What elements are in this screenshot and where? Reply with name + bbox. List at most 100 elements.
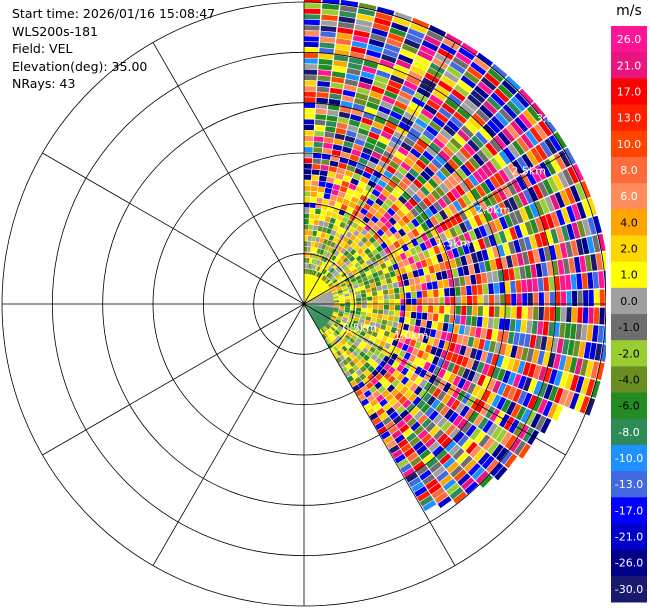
velocity-gate [345, 363, 352, 371]
velocity-gate [401, 343, 409, 352]
velocity-gate [442, 370, 452, 382]
velocity-gate [351, 323, 358, 329]
velocity-gate [502, 330, 509, 344]
velocity-gate [400, 443, 412, 453]
velocity-gate [469, 348, 478, 359]
velocity-gate [560, 307, 567, 322]
velocity-gate [374, 211, 383, 220]
velocity-gate [410, 421, 421, 432]
velocity-gate [320, 164, 329, 171]
velocity-gate [513, 194, 524, 209]
velocity-gate [402, 224, 411, 234]
velocity-gate [432, 413, 444, 425]
velocity-gate [428, 363, 437, 374]
velocity-gate [403, 38, 421, 50]
colorbar-cells: 26.021.017.013.010.08.06.04.02.01.00.0-1… [611, 26, 647, 603]
velocity-gate [445, 33, 463, 46]
velocity-gate [345, 231, 353, 239]
velocity-gate [330, 82, 344, 89]
velocity-gate [510, 120, 524, 136]
velocity-gate [535, 144, 548, 161]
velocity-gate [359, 76, 374, 85]
colorbar-cell [611, 261, 647, 289]
velocity-gate [394, 151, 406, 161]
velocity-gate [395, 405, 406, 415]
velocity-gate [506, 357, 515, 371]
velocity-gate [429, 62, 446, 75]
velocity-gate [436, 133, 449, 145]
velocity-gate [557, 259, 565, 275]
velocity-gate [323, 325, 329, 331]
velocity-gate [457, 197, 468, 209]
velocity-gate [443, 124, 456, 137]
velocity-gate [304, 304, 335, 309]
velocity-gate [354, 290, 361, 295]
velocity-gate [304, 108, 315, 114]
velocity-gate [553, 153, 567, 170]
velocity-gate [470, 397, 481, 411]
velocity-gate [407, 256, 415, 265]
velocity-gate [543, 277, 550, 292]
velocity-gate [440, 349, 448, 360]
velocity-gate [341, 263, 347, 270]
velocity-gate [349, 379, 358, 387]
velocity-gate [425, 274, 432, 283]
velocity-gate [379, 215, 388, 225]
velocity-gate [399, 266, 407, 275]
velocity-gate [382, 95, 396, 105]
velocity-gate [525, 410, 537, 426]
velocity-gate [499, 413, 510, 428]
velocity-gate [319, 273, 324, 280]
velocity-gate [574, 394, 585, 412]
velocity-gate [440, 436, 453, 449]
velocity-gate [367, 179, 377, 189]
velocity-gate [326, 336, 332, 343]
velocity-gate [304, 235, 308, 241]
velocity-gate [437, 47, 454, 61]
velocity-gate [507, 331, 515, 345]
velocity-gate [365, 259, 373, 266]
velocity-gate [475, 349, 483, 361]
velocity-gate [428, 305, 434, 313]
velocity-gate [460, 102, 475, 116]
velocity-gate [480, 327, 488, 339]
velocity-gate [505, 306, 511, 319]
velocity-gate [473, 227, 483, 240]
velocity-gate [357, 127, 370, 136]
velocity-gate [391, 155, 403, 166]
velocity-gate [433, 297, 439, 305]
velocity-gate [450, 353, 459, 364]
velocity-gate [399, 423, 410, 434]
velocity-gate [365, 381, 374, 390]
colorbar-cell [611, 235, 647, 263]
velocity-gate [401, 43, 419, 55]
velocity-gate [472, 372, 481, 384]
velocity-gate [518, 88, 534, 105]
velocity-gate [566, 223, 576, 240]
velocity-gate [328, 259, 334, 266]
velocity-gate [403, 352, 412, 361]
velocity-gate [317, 242, 323, 249]
velocity-gate [451, 333, 459, 343]
velocity-gate [572, 163, 584, 182]
velocity-gate [343, 250, 350, 257]
velocity-gate [358, 258, 365, 265]
velocity-gate [460, 455, 473, 469]
velocity-gate [351, 148, 362, 157]
velocity-gate [325, 210, 333, 217]
velocity-gate [398, 395, 408, 405]
velocity-gate [387, 265, 394, 273]
velocity-gate [393, 131, 406, 141]
velocity-gate [435, 186, 446, 197]
velocity-gate [567, 339, 575, 356]
velocity-gate [333, 306, 340, 309]
velocity-gate [368, 236, 377, 244]
velocity-gate [366, 312, 372, 317]
velocity-gate [439, 42, 457, 56]
velocity-gate [375, 265, 382, 272]
velocity-gate [576, 201, 587, 219]
velocity-gate [510, 178, 522, 193]
velocity-gate [341, 95, 355, 103]
velocity-gate [344, 170, 354, 178]
velocity-gate [356, 325, 363, 331]
